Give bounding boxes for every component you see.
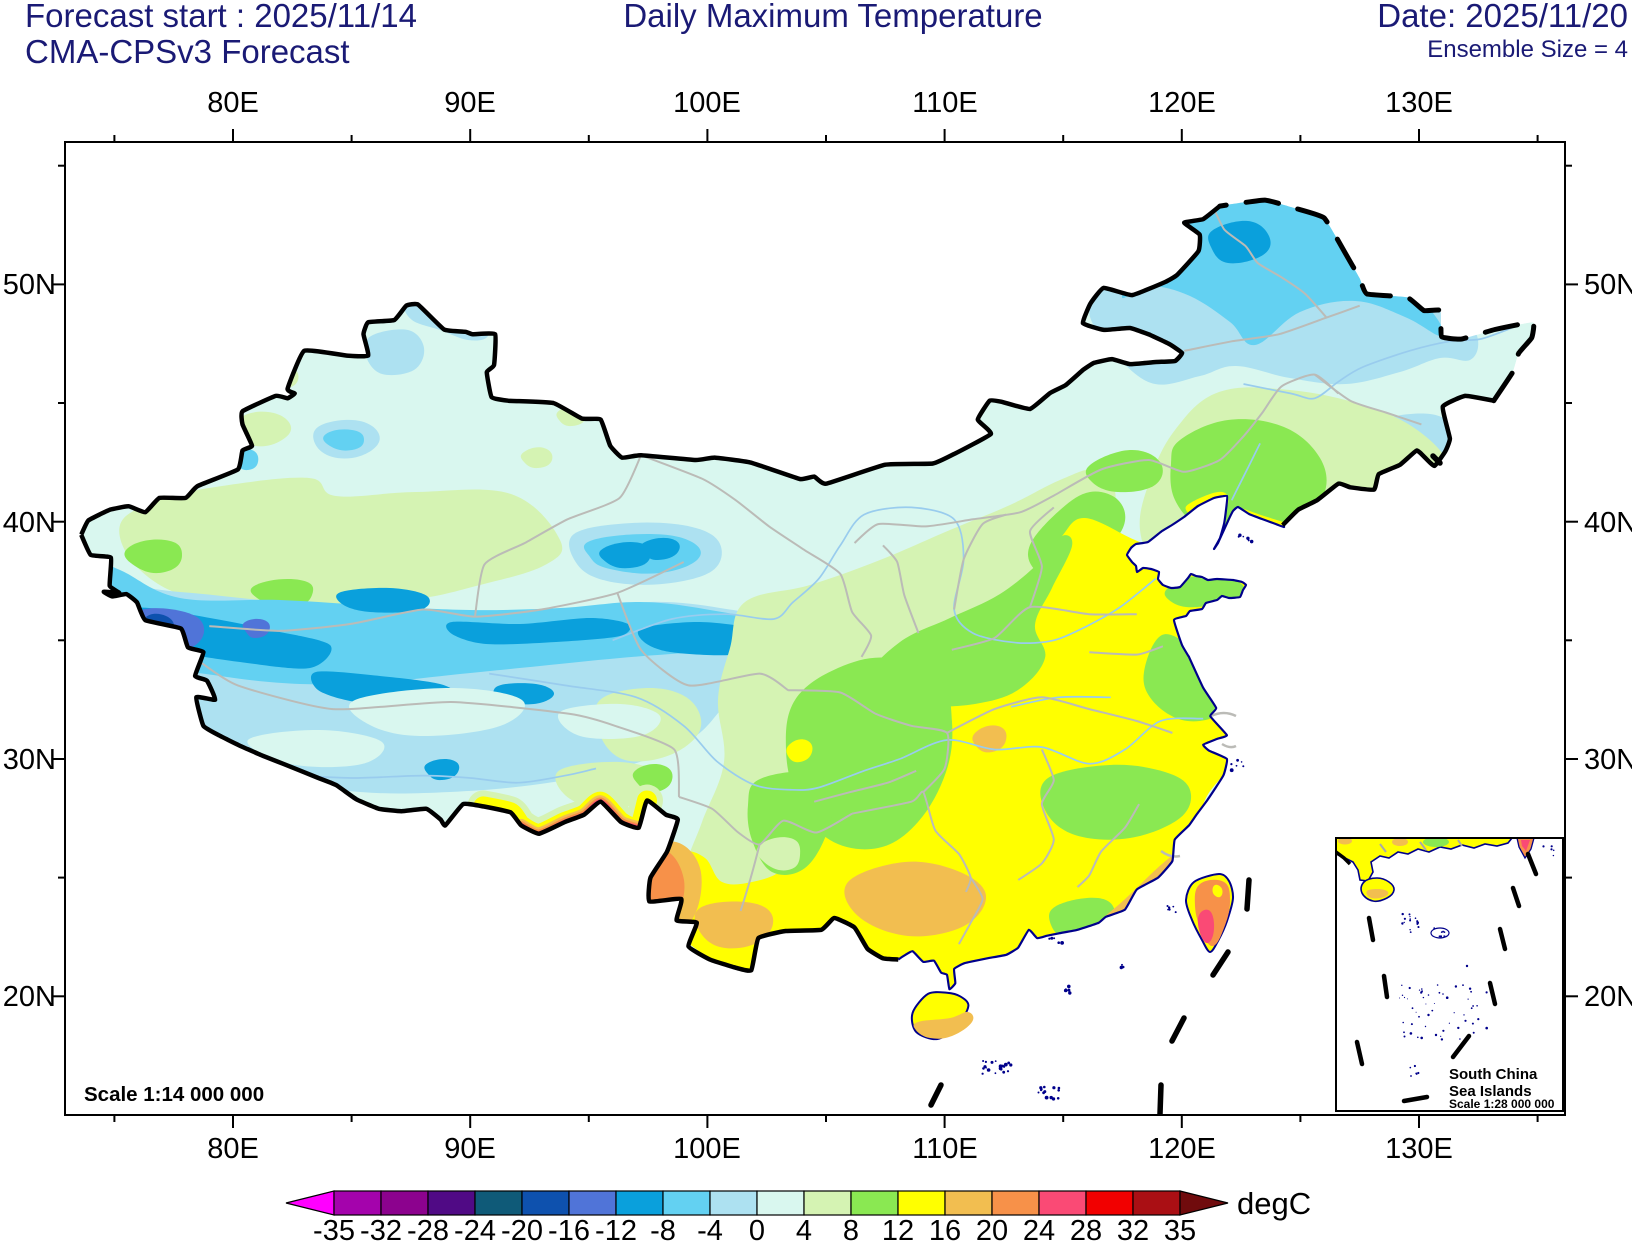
svg-text:-12: -12 [595, 1215, 637, 1241]
svg-text:80E: 80E [207, 87, 259, 119]
svg-text:20N: 20N [3, 981, 56, 1013]
svg-text:Sea Islands: Sea Islands [1449, 1083, 1532, 1100]
svg-text:4: 4 [796, 1215, 812, 1241]
svg-text:90E: 90E [444, 1133, 496, 1165]
svg-text:100E: 100E [673, 1133, 741, 1165]
svg-text:-16: -16 [548, 1215, 590, 1241]
svg-text:120E: 120E [1148, 1133, 1216, 1165]
svg-text:40N: 40N [3, 507, 56, 539]
svg-text:-35: -35 [313, 1215, 355, 1241]
svg-text:Ensemble Size = 4: Ensemble Size = 4 [1427, 36, 1628, 63]
svg-text:30N: 30N [1584, 744, 1632, 776]
svg-text:35: 35 [1164, 1215, 1196, 1241]
svg-text:0: 0 [749, 1215, 765, 1241]
svg-text:CMA-CPSv3 Forecast: CMA-CPSv3 Forecast [25, 33, 350, 70]
svg-text:40N: 40N [1584, 507, 1632, 539]
svg-text:130E: 130E [1385, 1133, 1453, 1165]
svg-text:120E: 120E [1148, 87, 1216, 119]
svg-text:110E: 110E [912, 1133, 978, 1165]
svg-text:20N: 20N [1584, 981, 1632, 1013]
svg-text:90E: 90E [444, 87, 496, 119]
svg-text:degC: degC [1237, 1186, 1311, 1221]
svg-text:100E: 100E [673, 87, 741, 119]
svg-text:Scale 1:28 000 000: Scale 1:28 000 000 [1449, 1097, 1555, 1111]
svg-text:-20: -20 [501, 1215, 543, 1241]
svg-text:Daily Maximum Temperature: Daily Maximum Temperature [623, 0, 1042, 34]
svg-text:-28: -28 [407, 1215, 449, 1241]
svg-text:80E: 80E [207, 1133, 259, 1165]
svg-text:Scale 1:14 000 000: Scale 1:14 000 000 [84, 1083, 264, 1106]
svg-text:-24: -24 [454, 1215, 496, 1241]
svg-text:110E: 110E [912, 87, 978, 119]
svg-text:-8: -8 [650, 1215, 676, 1241]
svg-text:32: 32 [1117, 1215, 1149, 1241]
svg-text:-4: -4 [697, 1215, 723, 1241]
svg-text:South China: South China [1449, 1066, 1538, 1083]
svg-text:28: 28 [1070, 1215, 1102, 1241]
svg-text:8: 8 [843, 1215, 859, 1241]
svg-text:24: 24 [1023, 1215, 1055, 1241]
svg-text:12: 12 [882, 1215, 914, 1241]
svg-text:50N: 50N [1584, 269, 1632, 301]
svg-text:Date: 2025/11/20: Date: 2025/11/20 [1377, 0, 1628, 34]
svg-text:Forecast start : 2025/11/14: Forecast start : 2025/11/14 [25, 0, 417, 34]
svg-text:20: 20 [976, 1215, 1008, 1241]
svg-text:30N: 30N [3, 744, 56, 776]
svg-text:50N: 50N [3, 269, 56, 301]
svg-text:-32: -32 [360, 1215, 402, 1241]
svg-text:16: 16 [929, 1215, 961, 1241]
svg-text:130E: 130E [1385, 87, 1453, 119]
